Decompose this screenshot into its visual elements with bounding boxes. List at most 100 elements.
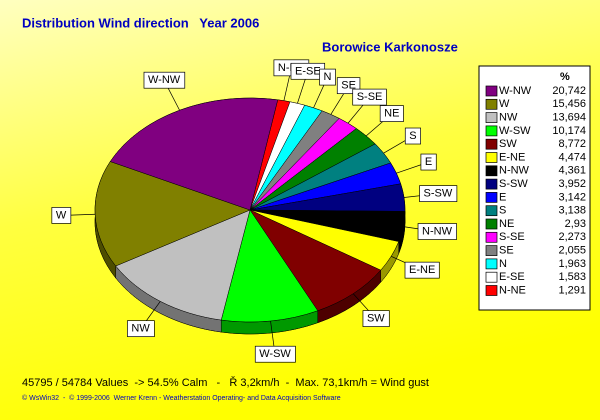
legend-swatch: [485, 85, 498, 97]
slice-label-box: [404, 127, 421, 145]
legend-swatch: [485, 165, 498, 177]
slice-label: NW: [131, 323, 150, 335]
slice-label-group: S: [404, 127, 421, 145]
pie-slice: [94, 161, 251, 267]
legend-label: W-SW: [499, 125, 531, 137]
slice-label-box: [404, 261, 440, 279]
chart-title: Distribution Wind direction Year 2006: [22, 15, 259, 30]
legend-label: SW: [499, 138, 517, 150]
legend-swatch: [485, 271, 498, 283]
slice-label-group: E: [420, 153, 437, 171]
legend-label: E: [499, 191, 506, 203]
slice-label-group: W: [51, 207, 72, 224]
legend-label: N-NW: [499, 165, 530, 177]
slice-label-group: N-NW: [417, 223, 457, 240]
slice-label: E-NE: [409, 264, 435, 276]
slice-label-box: [420, 153, 437, 171]
slice-label-group: S-SW: [419, 185, 458, 202]
legend-swatch: [485, 98, 498, 110]
legend-value: 4,361: [558, 165, 586, 177]
legend-swatch: [485, 125, 498, 137]
legend-value: 3,952: [558, 178, 586, 190]
legend-value: 8,772: [558, 138, 586, 150]
slice-label: W-SW: [259, 348, 291, 360]
slice-label-group: SW: [362, 310, 390, 327]
legend-label: W: [499, 98, 510, 110]
legend-value: 15,456: [552, 98, 586, 110]
footer: 45795 / 54784 Values -> 54.5% Calm - Ř 3…: [22, 376, 429, 389]
legend-value: 3,142: [558, 191, 586, 203]
slice-label-box: [417, 223, 457, 240]
legend-header: %: [560, 71, 570, 83]
slice-label-group: N: [319, 68, 336, 86]
slice-label-group: E-NE: [404, 261, 440, 279]
slice-label: SE: [341, 80, 356, 92]
legend-label: E-NE: [499, 151, 525, 163]
slice-label-group: NW: [127, 320, 155, 338]
slice-label-box: [51, 207, 72, 224]
slice-label-group: W-NW: [143, 71, 186, 89]
slice-label-group: S-SE: [352, 88, 387, 106]
legend-label: NE: [499, 218, 514, 230]
legend-label: NW: [499, 112, 518, 124]
slice-label-box: [379, 105, 404, 122]
copyright: © WsWin32 - © 1999-2006 Werner Krenn - W…: [22, 394, 341, 402]
slice-label-group: E-SE: [290, 62, 326, 80]
legend-value: 3,138: [558, 205, 586, 217]
legend-label: W-NW: [499, 85, 532, 97]
legend-swatch: [485, 138, 498, 150]
slice-label-box: [352, 88, 387, 106]
legend-swatch: [485, 245, 498, 256]
legend-value: 1,291: [558, 284, 586, 296]
legend-swatch: [485, 258, 498, 270]
legend-swatch: [485, 285, 498, 296]
legend-swatch: [485, 178, 498, 190]
legend-swatch: [485, 192, 498, 203]
slice-label: E-SE: [295, 65, 321, 77]
slice-label: SW: [367, 313, 385, 325]
legend-label: S-SE: [499, 231, 525, 243]
legend-box: [478, 65, 591, 311]
legend-label: E-SE: [499, 271, 525, 283]
slice-label-group: NE: [379, 105, 404, 122]
pie-slice: [115, 209, 251, 321]
legend-label: N-NE: [499, 284, 526, 296]
legend-value: 2,93: [565, 218, 586, 230]
slice-label: W-NW: [148, 74, 181, 86]
slice-label: E: [425, 156, 432, 168]
slice-label: N-NW: [422, 226, 453, 238]
legend-swatch: [485, 152, 498, 163]
legend-label: N: [499, 258, 507, 270]
slice-label-box: [419, 185, 458, 202]
slice-label: S-SW: [424, 188, 453, 200]
slice-label: S: [409, 130, 416, 142]
legend-value: 2,273: [558, 231, 586, 243]
legend-swatch: [485, 205, 498, 217]
slice-label: W: [56, 209, 67, 221]
slice-label-box: [143, 71, 186, 89]
slice-label-box: [127, 320, 155, 338]
pie-slice: [249, 209, 382, 312]
legend-value: 1,963: [558, 258, 586, 270]
legend-value: 2,055: [558, 245, 586, 257]
slice-label-box: [362, 310, 390, 327]
slice-label-group: W-SW: [254, 345, 296, 363]
legend-swatch: [485, 231, 498, 243]
legend-label: S-SW: [499, 178, 528, 190]
legend-label: SE: [499, 245, 514, 257]
legend-value: 1,583: [558, 271, 586, 283]
legend-value: 13,694: [552, 112, 586, 124]
legend-value: 4,474: [558, 151, 586, 163]
legend-swatch: [485, 218, 498, 230]
legend-swatch: [485, 112, 498, 123]
legend-value: 20,742: [552, 85, 586, 97]
slice-label: NE: [384, 108, 399, 120]
slice-label: N: [324, 71, 332, 83]
slice-label-box: [319, 68, 336, 86]
slice-label: S-SE: [357, 91, 383, 103]
legend-value: 10,174: [552, 125, 586, 137]
slice-label-box: [254, 345, 296, 363]
legend-label: S: [499, 205, 506, 217]
chart-subtitle: Borowice Karkonosze: [322, 39, 458, 54]
